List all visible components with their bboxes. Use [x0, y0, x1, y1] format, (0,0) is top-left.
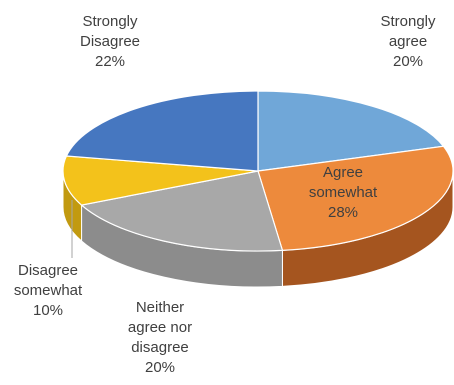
- slice-labels: Strongly agree 20% Agree somewhat 28% Neither a…: [14, 13, 436, 376]
- slice-name-line: agree nor: [128, 319, 192, 336]
- slice-value-label: 20%: [145, 359, 175, 376]
- pie-slice-neither-agree-nor-disagree: [80, 170, 284, 252]
- slice-name-line: Disagree: [18, 262, 78, 279]
- slice-name-line: Agree: [323, 164, 363, 181]
- slice-value-label: 28%: [328, 204, 358, 221]
- slice-label-strongly-agree: Strongly agree 20%: [380, 13, 436, 70]
- slice-name-line: somewhat: [14, 282, 83, 299]
- pie-slice-strongly-disagree: [65, 90, 259, 172]
- slice-name-line: Strongly: [82, 13, 138, 30]
- slice-value-label: 10%: [33, 302, 63, 319]
- pie-slice-strongly-agree: [257, 90, 445, 172]
- slice-value-label: 20%: [393, 53, 423, 70]
- slice-value-label: 22%: [95, 53, 125, 70]
- slice-label-agree-somewhat: Agree somewhat 28%: [309, 164, 378, 221]
- slice-name-line: Strongly: [380, 13, 436, 30]
- slice-name-line: disagree: [131, 339, 189, 356]
- slice-label-disagree-somewhat: Disagree somewhat 10%: [14, 262, 83, 319]
- slice-name-line: Neither: [136, 299, 184, 316]
- slice-name-line: Disagree: [80, 33, 140, 50]
- slice-name-line: somewhat: [309, 184, 378, 201]
- pie-slice-disagree-somewhat: [62, 155, 259, 206]
- slice-name-line: agree: [389, 33, 427, 50]
- slice-label-strongly-disagree: Strongly Disagree 22%: [80, 13, 140, 70]
- slice-label-neither-agree-nor-disagree: Neither agree nor disagree 20%: [128, 299, 192, 376]
- pie-tops: [62, 90, 454, 252]
- pie-slice-agree-somewhat: [257, 145, 454, 251]
